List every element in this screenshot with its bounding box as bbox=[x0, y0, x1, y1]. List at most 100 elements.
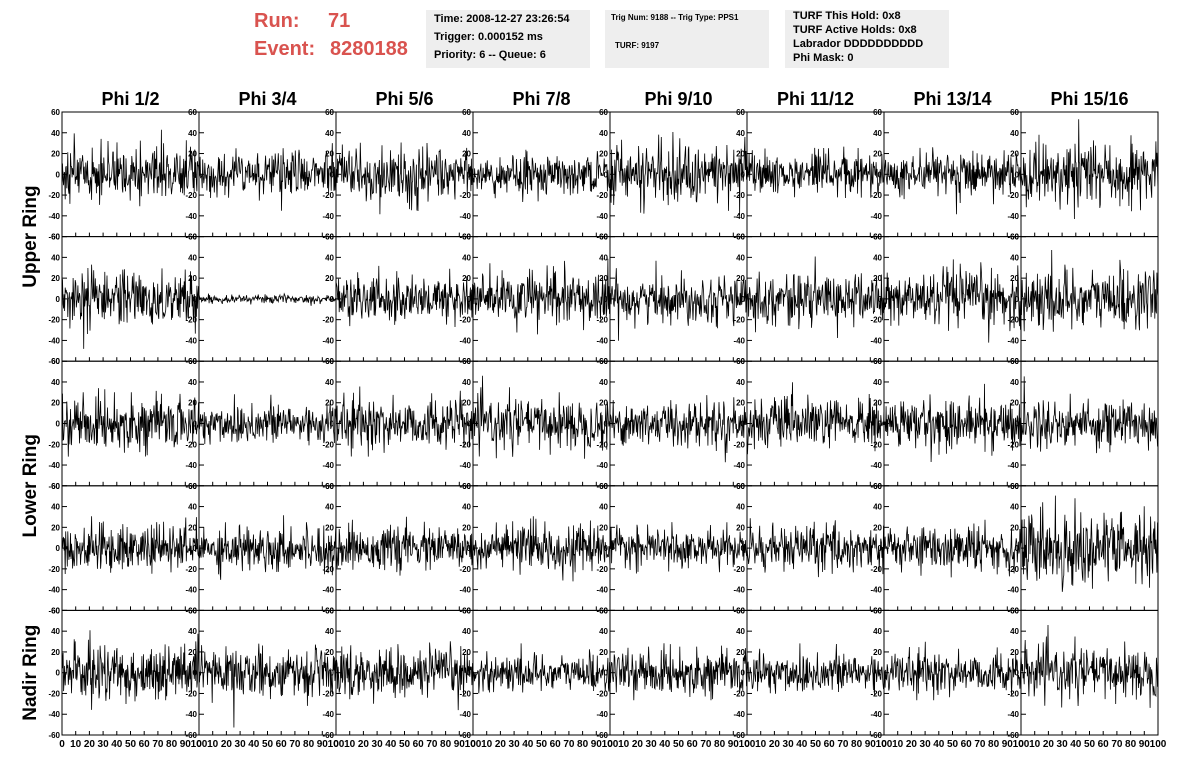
y-tick-label: -60 bbox=[185, 233, 197, 242]
y-tick-label: 40 bbox=[873, 627, 882, 636]
y-tick-label: 0 bbox=[878, 544, 883, 553]
waveform-trace bbox=[335, 386, 474, 457]
x-tick-label: 60 bbox=[1098, 739, 1110, 750]
y-tick-label: 60 bbox=[462, 108, 471, 117]
y-tick-label: -60 bbox=[733, 731, 745, 740]
y-tick-label: 40 bbox=[873, 253, 882, 262]
x-tick-label: 100 bbox=[1150, 739, 1167, 750]
y-tick-label: 40 bbox=[736, 378, 745, 387]
waveform-trace bbox=[61, 129, 200, 207]
x-tick-label: 50 bbox=[125, 739, 137, 750]
x-tick-label: 90 bbox=[454, 739, 466, 750]
x-tick-label: 10 bbox=[344, 739, 356, 750]
y-tick-label: 20 bbox=[325, 648, 334, 657]
y-tick-label: 0 bbox=[330, 544, 335, 553]
time-info-box: Time: 2008-12-27 23:26:54 Trigger: 0.000… bbox=[426, 10, 590, 68]
y-tick-label: 0 bbox=[467, 420, 472, 429]
waveform-trace bbox=[198, 515, 337, 580]
x-tick-label: 90 bbox=[591, 739, 603, 750]
y-tick-label: -20 bbox=[1007, 316, 1019, 325]
y-tick-label: -60 bbox=[322, 233, 334, 242]
y-tick-label: 60 bbox=[736, 108, 745, 117]
y-tick-label: -20 bbox=[870, 191, 882, 200]
y-tick-label: 0 bbox=[741, 669, 746, 678]
y-tick-label: 20 bbox=[51, 523, 60, 532]
y-tick-label: 60 bbox=[188, 233, 197, 242]
y-tick-label: 20 bbox=[599, 150, 608, 159]
y-tick-label: -20 bbox=[870, 440, 882, 449]
x-tick-label: 30 bbox=[920, 739, 932, 750]
event-label: Event: bbox=[254, 38, 316, 60]
y-tick-label: 40 bbox=[736, 253, 745, 262]
y-tick-label: 20 bbox=[325, 274, 334, 283]
waveform-trace bbox=[61, 388, 200, 457]
y-tick-label: -60 bbox=[185, 357, 197, 366]
y-tick-label: -20 bbox=[185, 565, 197, 574]
column-header: Phi 3/4 bbox=[238, 89, 296, 109]
x-tick-label: 90 bbox=[865, 739, 877, 750]
x-tick-label: 60 bbox=[276, 739, 288, 750]
y-tick-label: 60 bbox=[599, 606, 608, 615]
y-tick-label: 60 bbox=[462, 357, 471, 366]
y-tick-label: 60 bbox=[51, 108, 60, 117]
y-tick-label: 40 bbox=[462, 503, 471, 512]
waveform-trace bbox=[472, 643, 611, 694]
y-tick-label: -20 bbox=[596, 565, 608, 574]
x-tick-label: 40 bbox=[1070, 739, 1082, 750]
y-tick-label: -20 bbox=[596, 440, 608, 449]
column-header: Phi 7/8 bbox=[512, 89, 570, 109]
y-tick-label: -60 bbox=[596, 357, 608, 366]
y-tick-label: -40 bbox=[870, 710, 882, 719]
waveform-trace bbox=[746, 256, 885, 339]
x-tick-label: 20 bbox=[221, 739, 233, 750]
y-tick-label: -20 bbox=[733, 191, 745, 200]
x-tick-label: 80 bbox=[988, 739, 1000, 750]
y-tick-label: -60 bbox=[185, 482, 197, 491]
y-tick-label: 60 bbox=[1010, 357, 1019, 366]
y-tick-label: -40 bbox=[870, 586, 882, 595]
y-tick-label: 0 bbox=[878, 420, 883, 429]
y-tick-label: 40 bbox=[599, 627, 608, 636]
waveform-trace bbox=[61, 630, 200, 710]
y-tick-label: -40 bbox=[459, 461, 471, 470]
y-tick-label: 0 bbox=[1015, 669, 1020, 678]
y-tick-label: 20 bbox=[1010, 399, 1019, 408]
waveform-trace bbox=[1020, 376, 1159, 454]
waveform-trace bbox=[335, 265, 474, 328]
y-tick-label: 20 bbox=[736, 150, 745, 159]
y-tick-label: -40 bbox=[1007, 336, 1019, 345]
y-tick-label: -40 bbox=[596, 710, 608, 719]
y-tick-label: 40 bbox=[188, 378, 197, 387]
y-tick-label: 0 bbox=[604, 420, 609, 429]
y-tick-label: 40 bbox=[188, 129, 197, 138]
x-tick-label: 20 bbox=[1043, 739, 1055, 750]
y-tick-label: -20 bbox=[459, 191, 471, 200]
waveform-trace bbox=[198, 643, 337, 728]
column-header: Phi 11/12 bbox=[777, 89, 854, 109]
y-tick-label: 60 bbox=[188, 482, 197, 491]
waveform-trace bbox=[61, 516, 200, 575]
x-tick-label: 80 bbox=[303, 739, 315, 750]
y-tick-label: -40 bbox=[1007, 586, 1019, 595]
y-tick-label: -60 bbox=[48, 357, 60, 366]
y-tick-label: 0 bbox=[467, 544, 472, 553]
y-tick-label: 40 bbox=[462, 129, 471, 138]
y-tick-label: 60 bbox=[188, 108, 197, 117]
time-text: Time: 2008-12-27 23:26:54 bbox=[434, 13, 570, 25]
column-header: Phi 9/10 bbox=[644, 89, 712, 109]
y-tick-label: 20 bbox=[736, 523, 745, 532]
y-tick-label: 20 bbox=[325, 523, 334, 532]
y-tick-label: -40 bbox=[322, 586, 334, 595]
x-tick-label: 0 bbox=[333, 739, 339, 750]
y-tick-label: -20 bbox=[870, 316, 882, 325]
y-tick-label: 40 bbox=[1010, 378, 1019, 387]
y-tick-label: -60 bbox=[48, 482, 60, 491]
y-tick-label: 40 bbox=[325, 378, 334, 387]
y-tick-label: -60 bbox=[733, 482, 745, 491]
y-tick-label: -20 bbox=[733, 565, 745, 574]
x-tick-label: 90 bbox=[728, 739, 740, 750]
y-tick-label: -60 bbox=[459, 357, 471, 366]
y-tick-label: 40 bbox=[325, 627, 334, 636]
y-tick-label: 0 bbox=[56, 420, 61, 429]
y-tick-label: 60 bbox=[736, 233, 745, 242]
